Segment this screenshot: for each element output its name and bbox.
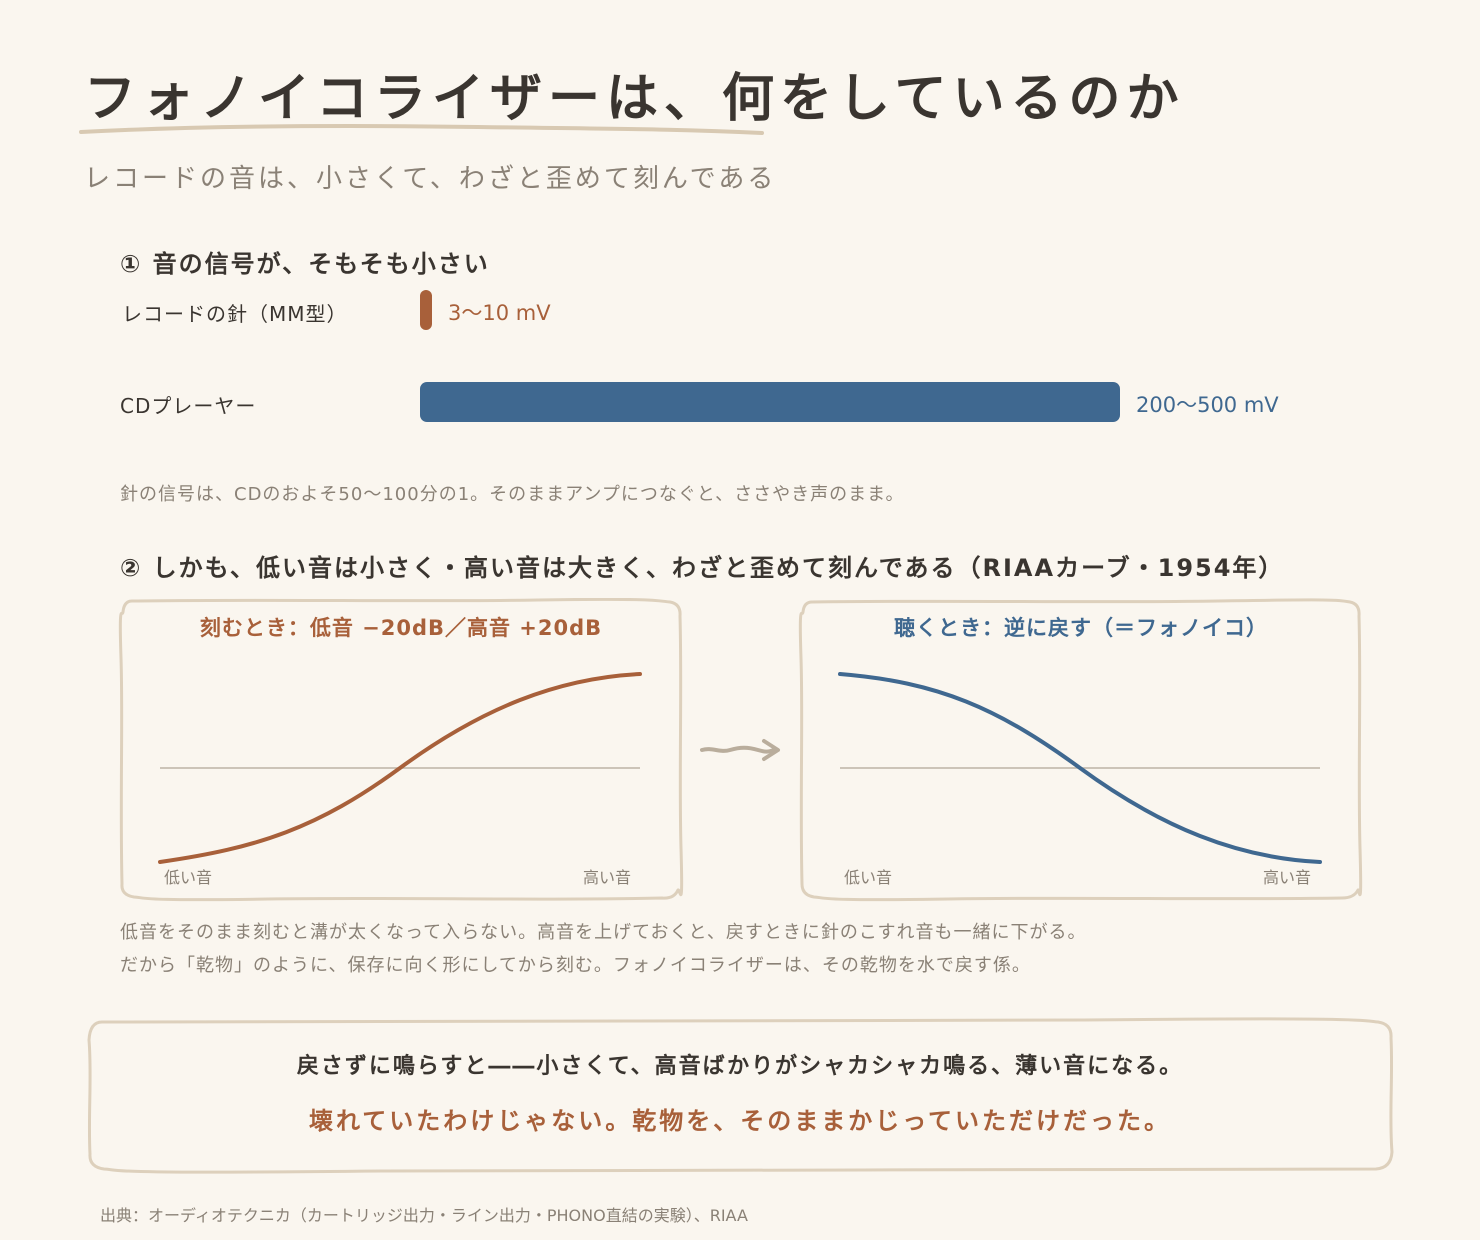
page-title: フォノイコライザーは、何をしているのか [84, 69, 1185, 129]
cd-player-label: CDプレーヤー [120, 394, 257, 418]
recording-panel [118, 598, 684, 902]
record-needle-bar [420, 290, 432, 330]
recording-high-label: 高い音 [583, 868, 632, 887]
section2-note-line-1: 低音をそのまま刻むと溝が太くなって入らない。高音を上げておくと、戻すときに針のこ… [120, 922, 1087, 943]
recording-panel-title: 刻むとき：低音 −20dB／高音 +20dB [199, 616, 603, 640]
conclusion-line-1: 戻さずに鳴らすと――小さくて、高音ばかりがシャカシャカ鳴る、薄い音になる。 [296, 1054, 1184, 1079]
record-needle-value: 3〜10 mV [448, 301, 551, 325]
cd-player-bar [420, 382, 1120, 422]
conclusion-box [87, 1017, 1394, 1174]
cd-player-value: 200〜500 mV [1136, 393, 1279, 417]
arrow-right-icon [700, 739, 780, 761]
record-needle-label: レコードの針（MM型） [122, 302, 348, 326]
section1-note: 針の信号は、CDのおよそ50〜100分の1。そのままアンプにつなぐと、ささやき声… [120, 484, 905, 505]
source-citation: 出典：オーディオテクニカ（カートリッジ出力・ライン出力・PHONO直結の実験）、… [100, 1206, 748, 1225]
title-underline [79, 124, 764, 135]
conclusion-line-2: 壊れていたわけじゃない。乾物を、そのままかじっていただけだった。 [308, 1107, 1172, 1135]
recording-low-label: 低い音 [164, 868, 213, 887]
playback-panel [798, 598, 1363, 902]
section2-heading: ② しかも、低い音は小さく・高い音は大きく、わざと歪めて刻んである（RIAAカー… [120, 554, 1285, 582]
playback-high-label: 高い音 [1263, 868, 1312, 887]
page-subtitle: レコードの音は、小さくて、わざと歪めて刻んである [84, 164, 777, 194]
section1-heading: ① 音の信号が、そもそも小さい [120, 250, 490, 278]
section2-note-line-2: だから「乾物」のように、保存に向く形にしてから刻む。フォノイコライザーは、その乾… [120, 955, 1031, 976]
playback-panel-title: 聴くとき：逆に戻す（＝フォノイコ） [894, 616, 1268, 640]
playback-low-label: 低い音 [844, 868, 893, 887]
